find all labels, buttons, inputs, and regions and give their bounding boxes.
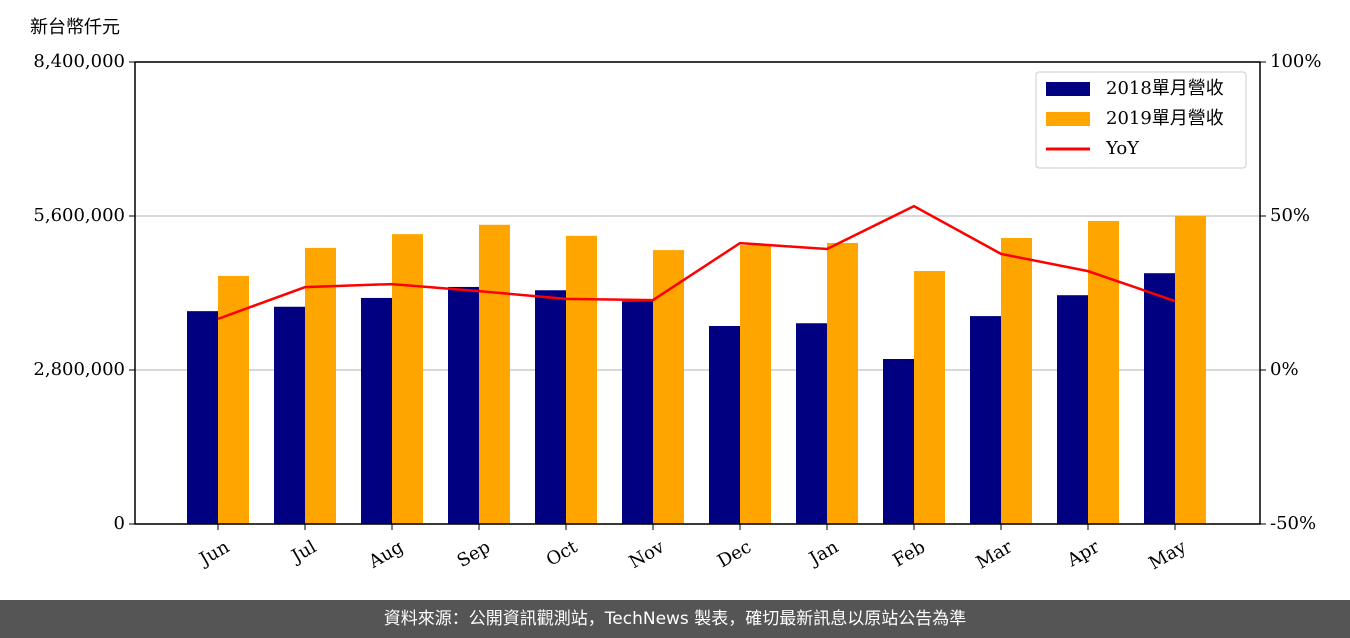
legend-label: YoY xyxy=(1105,138,1140,159)
x-tick-label: May xyxy=(1145,536,1190,574)
line xyxy=(217,204,1176,321)
y2-tick-label: 0% xyxy=(1270,359,1299,380)
bar xyxy=(796,323,827,524)
bar xyxy=(914,271,945,524)
x-tick-label: Apr xyxy=(1063,536,1103,571)
bar xyxy=(709,326,740,524)
bar xyxy=(827,242,858,524)
legend-label: 2019單月營收 xyxy=(1106,108,1224,129)
y2-tick-label: -50% xyxy=(1270,513,1316,534)
footer: 資料來源：公開資訊觀測站，TechNews 製表，確切最新訊息以原站公告為準 xyxy=(0,600,1350,638)
bar xyxy=(535,290,566,524)
x-tick-label: Mar xyxy=(973,536,1017,573)
legend-label: 2018單月營收 xyxy=(1106,78,1224,99)
bar xyxy=(1057,295,1088,524)
bar xyxy=(187,311,218,524)
bar xyxy=(622,301,653,524)
bar xyxy=(566,235,597,525)
y-tick-label: 5,600,000 xyxy=(33,205,125,226)
bar xyxy=(1175,216,1206,524)
chart: 新台幣仟元 0 2,800,000 5,600,000 8,400,000 -50% 0%… xyxy=(30,17,1321,574)
bar xyxy=(392,234,423,524)
bar xyxy=(970,316,1001,524)
bar xyxy=(1088,220,1119,524)
bar xyxy=(740,245,771,524)
bar xyxy=(479,224,510,525)
bar xyxy=(305,247,336,524)
bar xyxy=(883,359,914,524)
plot-frame xyxy=(134,61,1261,525)
bar xyxy=(1001,238,1032,524)
x-tick-label: Jul xyxy=(286,536,320,568)
x-tick-label: Nov xyxy=(626,536,669,573)
x-tick-label: Oct xyxy=(543,536,582,571)
legend-swatch xyxy=(1046,112,1090,126)
y-tick-label: 2,800,000 xyxy=(33,359,125,380)
x-tick-label: Sep xyxy=(454,536,494,571)
y2-tick-label: 50% xyxy=(1270,205,1310,226)
bar xyxy=(274,306,305,524)
bar xyxy=(1144,273,1175,524)
x-tick-label: Jun xyxy=(194,536,233,571)
y-tick-label: 8,400,000 xyxy=(33,51,125,72)
bar xyxy=(448,286,479,524)
y-axis-label: 新台幣仟元 xyxy=(30,17,120,38)
y-tick-label: 0 xyxy=(114,513,125,534)
y2-tick-label: 100% xyxy=(1270,51,1321,72)
x-tick-label: Jan xyxy=(804,536,842,570)
x-tick-label: Dec xyxy=(714,536,755,572)
x-tick-label: Aug xyxy=(364,536,407,573)
bar xyxy=(361,297,392,524)
x-tick-label: Feb xyxy=(889,536,929,571)
legend-swatch xyxy=(1046,82,1090,96)
